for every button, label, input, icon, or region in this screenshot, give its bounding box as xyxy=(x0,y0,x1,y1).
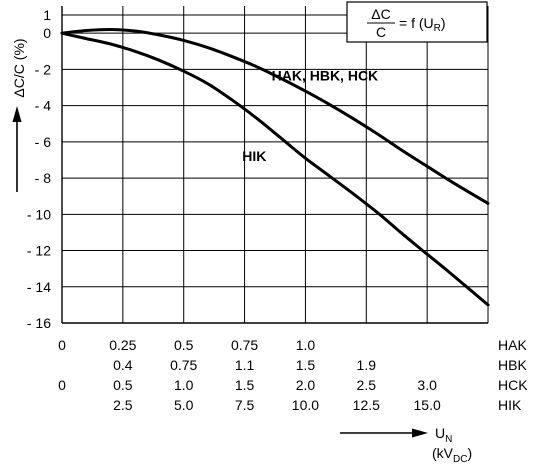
series-lines xyxy=(60,27,490,307)
y-tick-labels: 1 0 - 2 - 4 - 6 - 8 - 10 - 12 - 14 - 16 xyxy=(27,7,51,331)
x-tick-label-hik: 2.5 xyxy=(113,397,133,413)
x-tick-label-hbk: 1.1 xyxy=(235,357,255,373)
formula-denominator: C xyxy=(376,24,386,40)
x-tick-label-hak: 1.0 xyxy=(296,337,316,353)
y-tick-label: - 6 xyxy=(35,134,52,150)
grid xyxy=(62,6,489,324)
x-tick-label-hck: 2.5 xyxy=(357,377,377,393)
x-tick-label-hak: 0 xyxy=(58,337,66,353)
y-tick-label: 1 xyxy=(43,7,51,23)
y-tick-label: 0 xyxy=(43,25,51,41)
x-tick-label-hak: 0.25 xyxy=(109,337,136,353)
x-row-name-hak: HAK xyxy=(498,337,527,353)
x-tick-label-hck: 2.0 xyxy=(296,377,316,393)
x-tick-label-hck: 3.0 xyxy=(417,377,437,393)
x-row-name-hbk: HBK xyxy=(498,357,527,373)
y-tick-label: - 8 xyxy=(35,170,52,186)
y-axis-label: ΔC/C (%) xyxy=(11,38,27,97)
formula-box-frame xyxy=(346,1,488,43)
x-tick-label-hik: 12.5 xyxy=(353,397,380,413)
x-tick-label-hbk: 1.5 xyxy=(296,357,316,373)
y-tick-label: - 14 xyxy=(27,279,51,295)
x-tick-label-hck: 1.0 xyxy=(174,377,194,393)
y-axis-arrow xyxy=(12,106,22,192)
x-tick-label-hck: 1.5 xyxy=(235,377,255,393)
series-label-hak-hbk-hck: HAK, HBK, HCK xyxy=(272,67,379,83)
x-tick-rows: 0 0.25 0.5 0.75 1.0 HAK 0.4 0.75 1.1 1.5 1.9 HBK 0 0.… xyxy=(58,337,528,413)
x-axis-unit: (kVDC) xyxy=(432,445,472,465)
y-tick-label: - 16 xyxy=(27,315,51,331)
x-tick-label-hck: 0 xyxy=(58,377,66,393)
y-tick-label: - 4 xyxy=(35,98,52,114)
x-tick-label-hik: 5.0 xyxy=(174,397,194,413)
series-line-hak-hbk-hck xyxy=(60,27,490,205)
x-tick-label-hik: 7.5 xyxy=(235,397,255,413)
y-tick-label: - 2 xyxy=(35,61,52,77)
series-label-hik: HIK xyxy=(242,148,266,164)
y-tick-label: - 12 xyxy=(27,243,51,259)
formula-rhs: = f (UR) xyxy=(399,15,446,34)
x-tick-label-hbk: 0.75 xyxy=(170,357,197,373)
series-line-hik xyxy=(60,31,490,307)
x-tick-label-hck: 0.5 xyxy=(113,377,133,393)
formula-numerator: ΔC xyxy=(371,6,390,22)
x-tick-label-hik: 15.0 xyxy=(414,397,441,413)
x-axis-arrow xyxy=(340,428,428,438)
x-tick-label-hak: 0.5 xyxy=(174,337,194,353)
x-row-name-hik: HIK xyxy=(498,397,522,413)
x-row-name-hck: HCK xyxy=(498,377,528,393)
plot-frame xyxy=(61,6,488,324)
x-axis-symbol: UN xyxy=(435,425,452,445)
formula-box: ΔC C = f (UR) xyxy=(346,1,488,43)
x-tick-label-hik: 10.0 xyxy=(292,397,319,413)
x-tick-label-hak: 0.75 xyxy=(231,337,258,353)
x-tick-label-hbk: 0.4 xyxy=(113,357,133,373)
x-tick-label-hbk: 1.9 xyxy=(357,357,377,373)
y-tick-label: - 10 xyxy=(27,206,51,222)
